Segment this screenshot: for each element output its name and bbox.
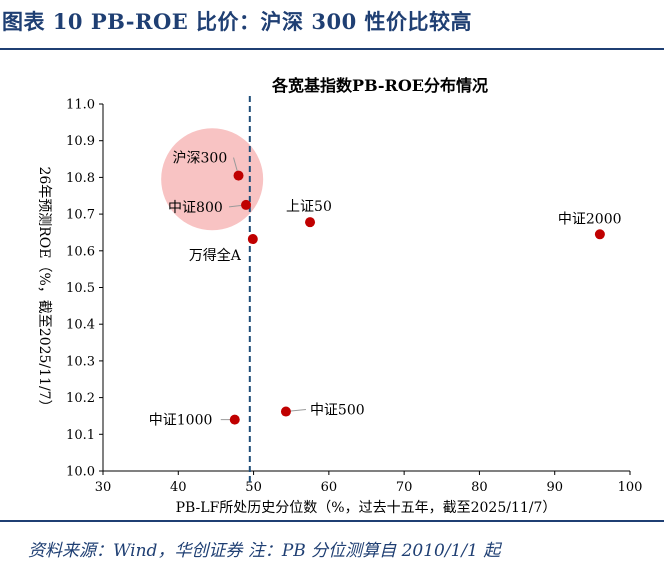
- data-point-marker: [594, 229, 605, 240]
- y-tick-label: 10.5: [66, 281, 95, 296]
- y-tick-label: 10.1: [66, 428, 95, 443]
- y-tick-label: 10.4: [66, 318, 95, 333]
- y-tick-label: 11.0: [66, 98, 95, 113]
- x-tick-label: 50: [245, 480, 262, 495]
- source-rule: [0, 520, 664, 522]
- data-point-marker: [229, 414, 240, 425]
- title-rule: [0, 48, 664, 50]
- data-point-marker: [305, 217, 316, 228]
- y-tick-label: 10.6: [66, 244, 95, 259]
- y-tick-label: 10.2: [66, 391, 95, 406]
- figure-title: 图表 10 PB-ROE 比价：沪深 300 性价比较高: [2, 9, 473, 34]
- x-tick-label: 70: [396, 480, 413, 495]
- x-tick-label: 100: [618, 480, 643, 495]
- y-tick-label: 10.3: [66, 354, 95, 369]
- y-tick-label: 10.7: [66, 208, 95, 223]
- data-point-marker: [241, 199, 252, 210]
- highlight-circle: [161, 128, 264, 231]
- data-point-label: 中证2000: [558, 211, 622, 227]
- data-point-marker: [247, 234, 258, 245]
- data-point-label: 上证50: [286, 199, 332, 215]
- data-point-marker: [280, 406, 291, 417]
- y-tick-label: 10.8: [66, 171, 95, 186]
- x-axis-label: PB-LF所处历史分位数（%，过去十五年，截至2025/11/7）: [176, 500, 557, 516]
- source-note: 资料来源：Wind，华创证券 注：PB 分位测算自 2010/1/1 起: [28, 541, 501, 561]
- chart-title: 各宽基指数PB-ROE分布情况: [271, 76, 488, 95]
- x-tick-label: 80: [471, 480, 488, 495]
- data-point-label: 万得全A: [189, 247, 242, 264]
- x-tick-label: 40: [170, 480, 187, 495]
- data-point-marker: [233, 170, 244, 181]
- data-point-label: 沪深300: [173, 151, 228, 167]
- x-tick-label: 90: [546, 480, 563, 495]
- x-tick-label: 30: [95, 480, 112, 495]
- data-point-label: 中证800: [168, 200, 223, 216]
- data-point-label: 中证500: [310, 403, 365, 419]
- y-axis-label: 26年预测ROE（%，截至2025/11/7）: [36, 166, 52, 413]
- pb-roe-scatter-chart: 各宽基指数PB-ROE分布情况 30 40 50 60 70 80 90 100 10.0 10.…: [36, 76, 643, 516]
- y-tick-label: 10.0: [66, 465, 95, 480]
- x-tick-label: 60: [321, 480, 338, 495]
- data-point-label: 中证1000: [149, 413, 213, 429]
- y-tick-label: 10.9: [66, 134, 95, 149]
